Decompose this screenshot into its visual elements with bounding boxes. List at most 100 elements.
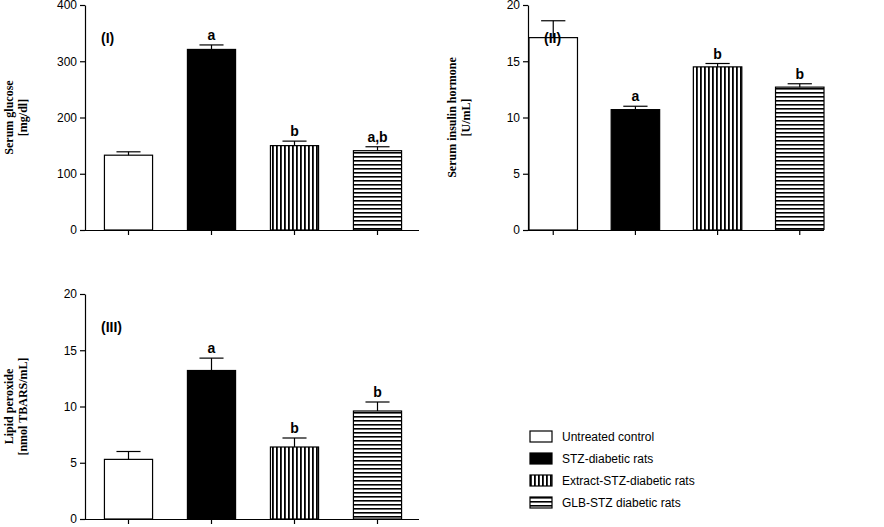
plot-area xyxy=(104,358,401,519)
y-tick: 10 xyxy=(64,400,85,414)
error-bar-cap xyxy=(199,358,223,359)
error-bar-cap xyxy=(282,141,306,142)
y-tick-label: 5 xyxy=(70,456,77,470)
error-bar xyxy=(116,152,140,155)
x-tick xyxy=(553,230,554,235)
x-tick-mark xyxy=(128,230,129,235)
x-tick-mark xyxy=(211,230,212,235)
annotation: b xyxy=(373,384,382,400)
x-tick xyxy=(377,519,378,524)
y-tick-mark xyxy=(523,230,528,231)
panel: 05101520abb(III)Lipid peroxide[nmol TBAR… xyxy=(2,287,419,526)
y-axis-title: [U/mL] xyxy=(459,99,473,137)
y-tick-label: 15 xyxy=(64,344,78,358)
x-tick xyxy=(294,230,295,235)
x-tick-mark xyxy=(211,519,212,524)
panel-title: (I) xyxy=(101,30,114,46)
bar xyxy=(104,459,152,519)
x-tick xyxy=(211,230,212,235)
y-tick-mark xyxy=(80,230,85,231)
legend: Untreated control STZ-diabetic rats Extrac… xyxy=(530,430,695,510)
y-tick: 0 xyxy=(70,223,85,237)
legend-label: GLB-STZ diabetic rats xyxy=(562,496,681,510)
y-tick: 5 xyxy=(70,456,85,470)
x-tick xyxy=(635,230,636,235)
plot-area xyxy=(104,45,401,230)
error-bar xyxy=(365,402,389,411)
legend-item: GLB-STZ diabetic rats xyxy=(530,496,681,510)
y-axis-title: [mg/dl] xyxy=(16,99,30,136)
error-bar xyxy=(788,84,812,87)
x-axis-line xyxy=(85,519,419,520)
x-tick-mark xyxy=(128,519,129,524)
y-tick-mark xyxy=(80,61,85,62)
annotation: b xyxy=(290,420,299,436)
y-tick-mark xyxy=(523,61,528,62)
y-tick: 0 xyxy=(70,512,85,526)
error-bar-cap xyxy=(705,63,729,64)
bar xyxy=(104,155,152,230)
error-bar-cap xyxy=(788,83,812,84)
x-tick xyxy=(294,519,295,524)
y-tick-mark xyxy=(80,519,85,520)
y-tick-label: 20 xyxy=(507,0,521,12)
bar xyxy=(529,38,577,230)
legend-label: Untreated control xyxy=(562,430,654,444)
error-bar xyxy=(199,358,223,370)
y-tick-label: 200 xyxy=(57,111,77,125)
annotation: a xyxy=(208,27,216,43)
y-tick-mark xyxy=(80,117,85,118)
x-tick-mark xyxy=(553,230,554,235)
figure: 0100200300400aba,b(I)Serum glucose[mg/dl… xyxy=(0,0,884,527)
bar xyxy=(187,371,235,520)
y-axis-line xyxy=(85,6,86,231)
y-axis-title: Lipid peroxide xyxy=(2,368,16,444)
x-tick xyxy=(211,519,212,524)
error-bar xyxy=(365,147,389,151)
y-tick: 300 xyxy=(57,55,85,69)
y-tick-mark xyxy=(523,5,528,6)
y-axis: 05101520 xyxy=(64,287,86,526)
error-bar-cap xyxy=(365,401,389,402)
y-tick-label: 100 xyxy=(57,167,77,181)
y-tick-label: 10 xyxy=(507,111,521,125)
y-tick-label: 400 xyxy=(57,0,77,12)
bar xyxy=(611,110,659,230)
panel-title: (III) xyxy=(101,319,122,335)
y-tick-mark xyxy=(523,117,528,118)
error-bar-stem xyxy=(377,402,378,411)
error-bar-cap xyxy=(116,451,140,452)
error-bar-stem xyxy=(211,358,212,370)
error-bar xyxy=(282,141,306,146)
x-axis-line xyxy=(528,230,824,231)
y-tick: 20 xyxy=(507,0,528,12)
legend-item: STZ-diabetic rats xyxy=(530,452,653,466)
bar xyxy=(353,411,401,519)
y-axis-title: Serum insulin hormone xyxy=(445,56,459,177)
error-bar xyxy=(199,45,223,50)
error-bar xyxy=(282,438,306,447)
y-tick-label: 0 xyxy=(70,512,77,526)
x-tick xyxy=(128,519,129,524)
x-tick-mark xyxy=(717,230,718,235)
y-tick: 400 xyxy=(57,0,85,12)
legend-label: Extract-STZ-diabetic rats xyxy=(562,474,695,488)
y-axis-title: [nmol TBARS/mL] xyxy=(16,357,30,455)
x-tick xyxy=(799,230,800,235)
y-tick: 10 xyxy=(507,111,528,125)
y-axis-title: Serum glucose xyxy=(2,80,16,155)
y-tick: 200 xyxy=(57,111,85,125)
y-tick-mark xyxy=(80,406,85,407)
y-tick-mark xyxy=(523,174,528,175)
y-tick-mark xyxy=(80,294,85,295)
y-tick-mark xyxy=(80,463,85,464)
error-bar xyxy=(705,64,729,67)
annotation: b xyxy=(713,46,722,62)
legend-label: STZ-diabetic rats xyxy=(562,452,653,466)
x-axis xyxy=(85,519,419,524)
y-tick-label: 300 xyxy=(57,55,77,69)
x-tick-mark xyxy=(294,519,295,524)
y-tick: 15 xyxy=(507,55,528,69)
y-tick-mark xyxy=(80,5,85,6)
error-bar-stem xyxy=(294,438,295,447)
